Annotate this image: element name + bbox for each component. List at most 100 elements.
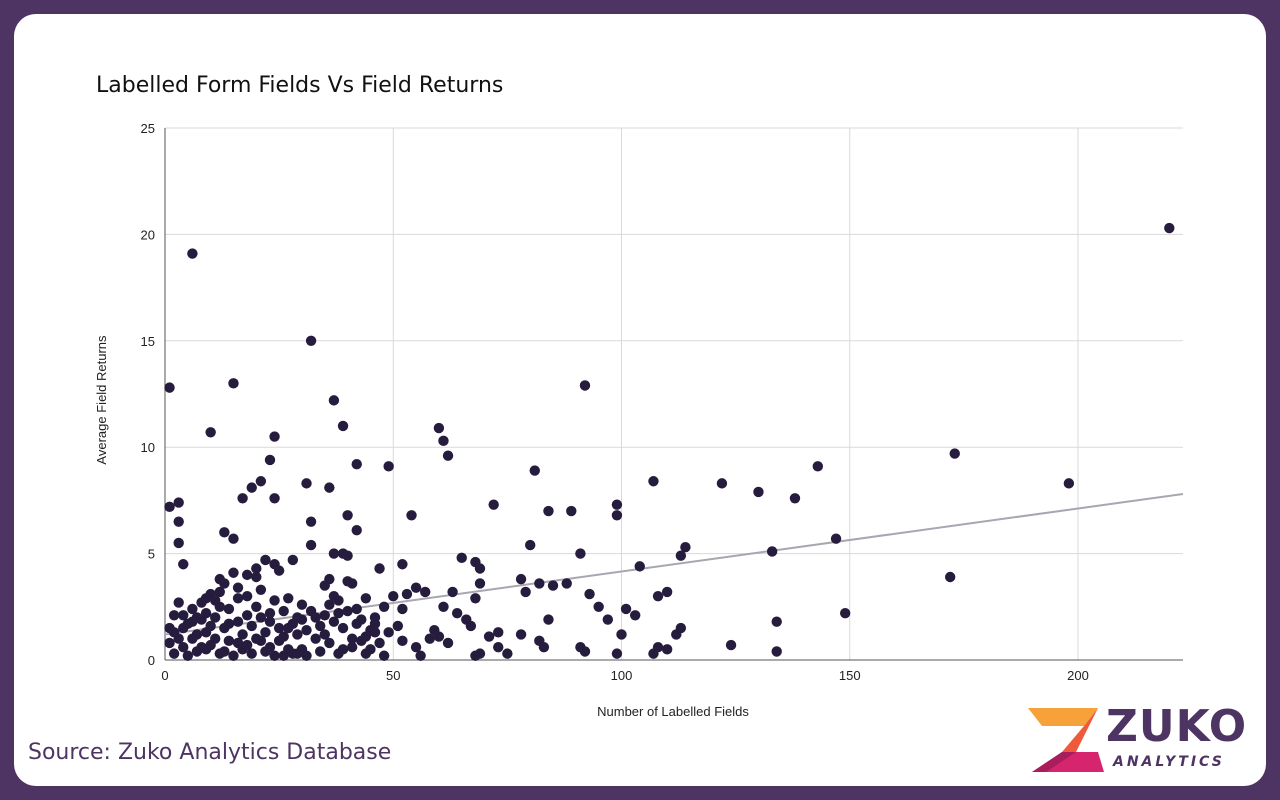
data-point — [173, 516, 184, 527]
data-point — [210, 595, 221, 606]
data-point — [278, 650, 289, 661]
points-group — [164, 222, 1175, 661]
data-point — [346, 642, 358, 653]
data-point — [547, 580, 559, 591]
data-point — [410, 642, 422, 653]
data-point — [310, 612, 321, 623]
data-point — [611, 499, 623, 510]
data-point — [456, 552, 467, 564]
data-point — [333, 607, 344, 619]
data-point — [269, 431, 280, 442]
data-point — [424, 633, 435, 644]
data-point — [543, 614, 554, 625]
x-tick-label: 50 — [386, 668, 400, 683]
data-point — [1164, 222, 1175, 234]
grid — [164, 127, 1183, 660]
data-point — [584, 588, 595, 600]
data-point — [351, 618, 362, 630]
data-point — [474, 648, 486, 659]
data-point — [319, 580, 330, 591]
data-point — [310, 633, 321, 644]
data-point — [178, 610, 189, 621]
data-point — [333, 595, 344, 606]
data-point — [420, 586, 431, 598]
data-point — [488, 499, 499, 510]
data-point — [337, 622, 349, 634]
data-point — [675, 550, 687, 561]
data-point — [406, 510, 417, 521]
data-point — [173, 497, 184, 508]
data-point — [520, 586, 531, 598]
data-point — [534, 578, 545, 589]
data-point — [264, 454, 276, 466]
data-point — [328, 548, 340, 559]
data-point — [237, 493, 248, 504]
data-point — [716, 478, 728, 489]
data-point — [301, 478, 312, 489]
data-point — [178, 559, 189, 570]
x-tick-label: 0 — [161, 668, 168, 683]
data-point — [168, 610, 180, 621]
data-point — [223, 603, 235, 615]
y-tick-label: 5 — [148, 547, 155, 562]
data-point — [241, 610, 253, 621]
y-tick-label: 10 — [141, 440, 155, 455]
data-point — [529, 465, 540, 476]
data-point — [442, 637, 454, 649]
data-point — [173, 537, 184, 549]
data-point — [397, 603, 408, 615]
data-point — [296, 614, 308, 625]
data-point — [251, 571, 262, 583]
data-point — [337, 644, 349, 655]
data-point — [579, 380, 591, 391]
data-point — [305, 516, 317, 527]
data-point — [1063, 478, 1075, 489]
data-point — [315, 620, 326, 632]
y-tick-label: 20 — [141, 227, 155, 242]
data-point — [493, 627, 504, 638]
data-point — [187, 248, 198, 259]
data-point — [474, 578, 486, 589]
data-point — [515, 629, 527, 640]
data-point — [753, 486, 764, 498]
data-point — [264, 616, 276, 627]
data-point — [671, 629, 682, 640]
data-point — [205, 427, 216, 438]
data-point — [447, 586, 458, 598]
x-tick-label: 100 — [611, 668, 633, 683]
data-point — [593, 601, 604, 612]
data-point — [232, 616, 244, 627]
data-point — [305, 335, 317, 346]
data-point — [474, 563, 486, 574]
data-point — [241, 569, 253, 581]
zuko-logo-mark — [1028, 708, 1104, 772]
data-point — [944, 571, 956, 583]
data-point — [324, 599, 335, 610]
data-point — [771, 646, 782, 657]
data-point — [830, 533, 842, 544]
data-point — [602, 614, 614, 625]
data-point — [397, 635, 408, 647]
data-point — [191, 629, 203, 640]
data-point — [360, 593, 372, 604]
data-point — [538, 642, 550, 653]
data-point — [164, 622, 175, 634]
data-point — [241, 590, 253, 602]
data-point — [255, 476, 267, 487]
data-point — [337, 420, 349, 432]
data-point — [351, 603, 362, 615]
data-point — [273, 622, 285, 634]
data-point — [241, 639, 253, 651]
data-point — [315, 646, 326, 657]
y-tick-label: 15 — [141, 334, 155, 349]
data-point — [223, 635, 235, 647]
data-point — [292, 629, 303, 640]
y-tick-label: 0 — [148, 653, 155, 668]
data-point — [579, 646, 591, 657]
data-point — [255, 584, 267, 595]
data-point — [543, 505, 554, 517]
data-point — [725, 639, 737, 651]
data-point — [191, 612, 203, 623]
data-point — [661, 586, 673, 598]
